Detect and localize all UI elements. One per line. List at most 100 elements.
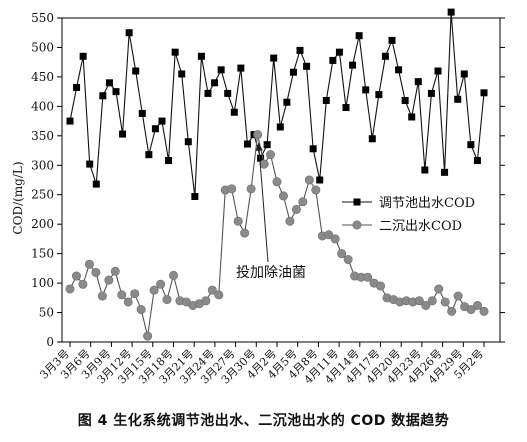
legend: 调节池出水COD 二沉出水COD [342, 196, 475, 234]
y-tick-label: 500 [31, 40, 54, 54]
data-point [427, 89, 435, 97]
data-point [309, 145, 317, 153]
data-point [421, 166, 429, 174]
legend-marker [353, 198, 361, 206]
data-point [165, 157, 173, 165]
series-line [69, 12, 485, 197]
data-point [466, 305, 476, 315]
data-point [285, 216, 295, 226]
data-point [283, 98, 291, 106]
data-point [92, 180, 100, 188]
data-point [136, 305, 146, 315]
data-point [349, 61, 357, 69]
data-point [408, 113, 416, 121]
cod-trend-chart: 0 50 100 150 200 250 300 350 400 450 500 550 3月3号3月… [11, 8, 505, 387]
y-tick-label: 300 [31, 158, 54, 172]
data-point [79, 52, 87, 60]
data-point [278, 191, 288, 201]
data-point [414, 78, 422, 86]
data-point [224, 89, 232, 97]
data-point [467, 141, 475, 149]
legend-label: 二沉出水COD [379, 219, 462, 234]
data-point [119, 130, 127, 138]
x-axis: 3月3号3月6号3月9号3月12号3月15号3月18号3月21号3月24号3月2… [37, 342, 486, 387]
data-point [143, 331, 153, 341]
legend-item: 调节池出水COD [342, 196, 475, 211]
data-point [132, 67, 140, 75]
data-point [362, 86, 370, 94]
data-point [342, 104, 350, 112]
data-point [479, 306, 489, 316]
series-group [65, 8, 489, 341]
data-point [460, 70, 468, 78]
data-point [65, 284, 75, 294]
data-point [201, 296, 211, 306]
series-secondary-cod [65, 130, 489, 341]
annotation-arrowhead [255, 142, 263, 151]
y-tick-label: 50 [39, 306, 54, 320]
annotation-arrow [258, 142, 269, 263]
data-point [240, 228, 250, 238]
figure-caption: 图 4 生化系统调节池出水、二沉池出水的 COD 数据趋势 [77, 413, 450, 429]
data-point [104, 275, 114, 285]
data-point [73, 84, 81, 92]
data-point [480, 89, 488, 97]
data-point [447, 306, 457, 316]
data-point [263, 141, 271, 149]
data-point [191, 192, 199, 200]
y-axis: 0 50 100 150 200 250 300 350 400 450 500 550 [31, 11, 505, 349]
data-point [117, 290, 127, 300]
y-tick-label: 450 [31, 70, 54, 84]
data-point [427, 296, 437, 306]
data-point [125, 29, 133, 37]
data-point [246, 184, 256, 194]
data-point [197, 52, 205, 60]
data-point [303, 62, 311, 70]
data-point [130, 289, 140, 299]
data-point [99, 92, 107, 100]
data-point [322, 96, 330, 104]
data-point [473, 300, 483, 310]
data-point [473, 157, 481, 165]
data-point [375, 281, 385, 291]
data-point [381, 52, 389, 60]
data-point [296, 46, 304, 54]
data-point [304, 175, 314, 185]
data-point [330, 234, 340, 244]
data-point [343, 255, 353, 265]
data-point [156, 279, 166, 289]
data-point [434, 284, 444, 294]
data-point [158, 117, 166, 125]
data-point [151, 125, 159, 133]
y-tick-label: 0 [46, 335, 54, 349]
data-point [78, 279, 88, 289]
data-point [149, 285, 159, 295]
y-axis-label: COD/(mg/L) [11, 161, 25, 234]
data-point [368, 135, 376, 143]
series-inlet-cod [66, 8, 488, 200]
data-point [355, 32, 363, 40]
data-point [272, 177, 282, 187]
data-point [178, 70, 186, 78]
legend-marker [352, 220, 362, 230]
data-point [71, 271, 81, 281]
data-point [324, 230, 334, 240]
data-point [276, 123, 284, 131]
data-point [270, 54, 278, 62]
data-point [184, 138, 192, 146]
data-point [171, 48, 179, 56]
annotation-label: 投加除油菌 [236, 265, 306, 281]
data-point [259, 159, 269, 169]
data-point [453, 291, 463, 301]
legend-label: 调节池出水COD [379, 196, 475, 211]
data-point [169, 270, 179, 280]
y-tick-label: 350 [31, 129, 54, 143]
plot-frame [61, 17, 501, 343]
data-point [86, 160, 94, 168]
data-point [230, 108, 238, 116]
data-point [421, 300, 431, 310]
data-point [243, 140, 251, 148]
annotation-group: 投加除油菌 [236, 142, 306, 281]
data-point [217, 66, 225, 74]
data-point [454, 95, 462, 103]
